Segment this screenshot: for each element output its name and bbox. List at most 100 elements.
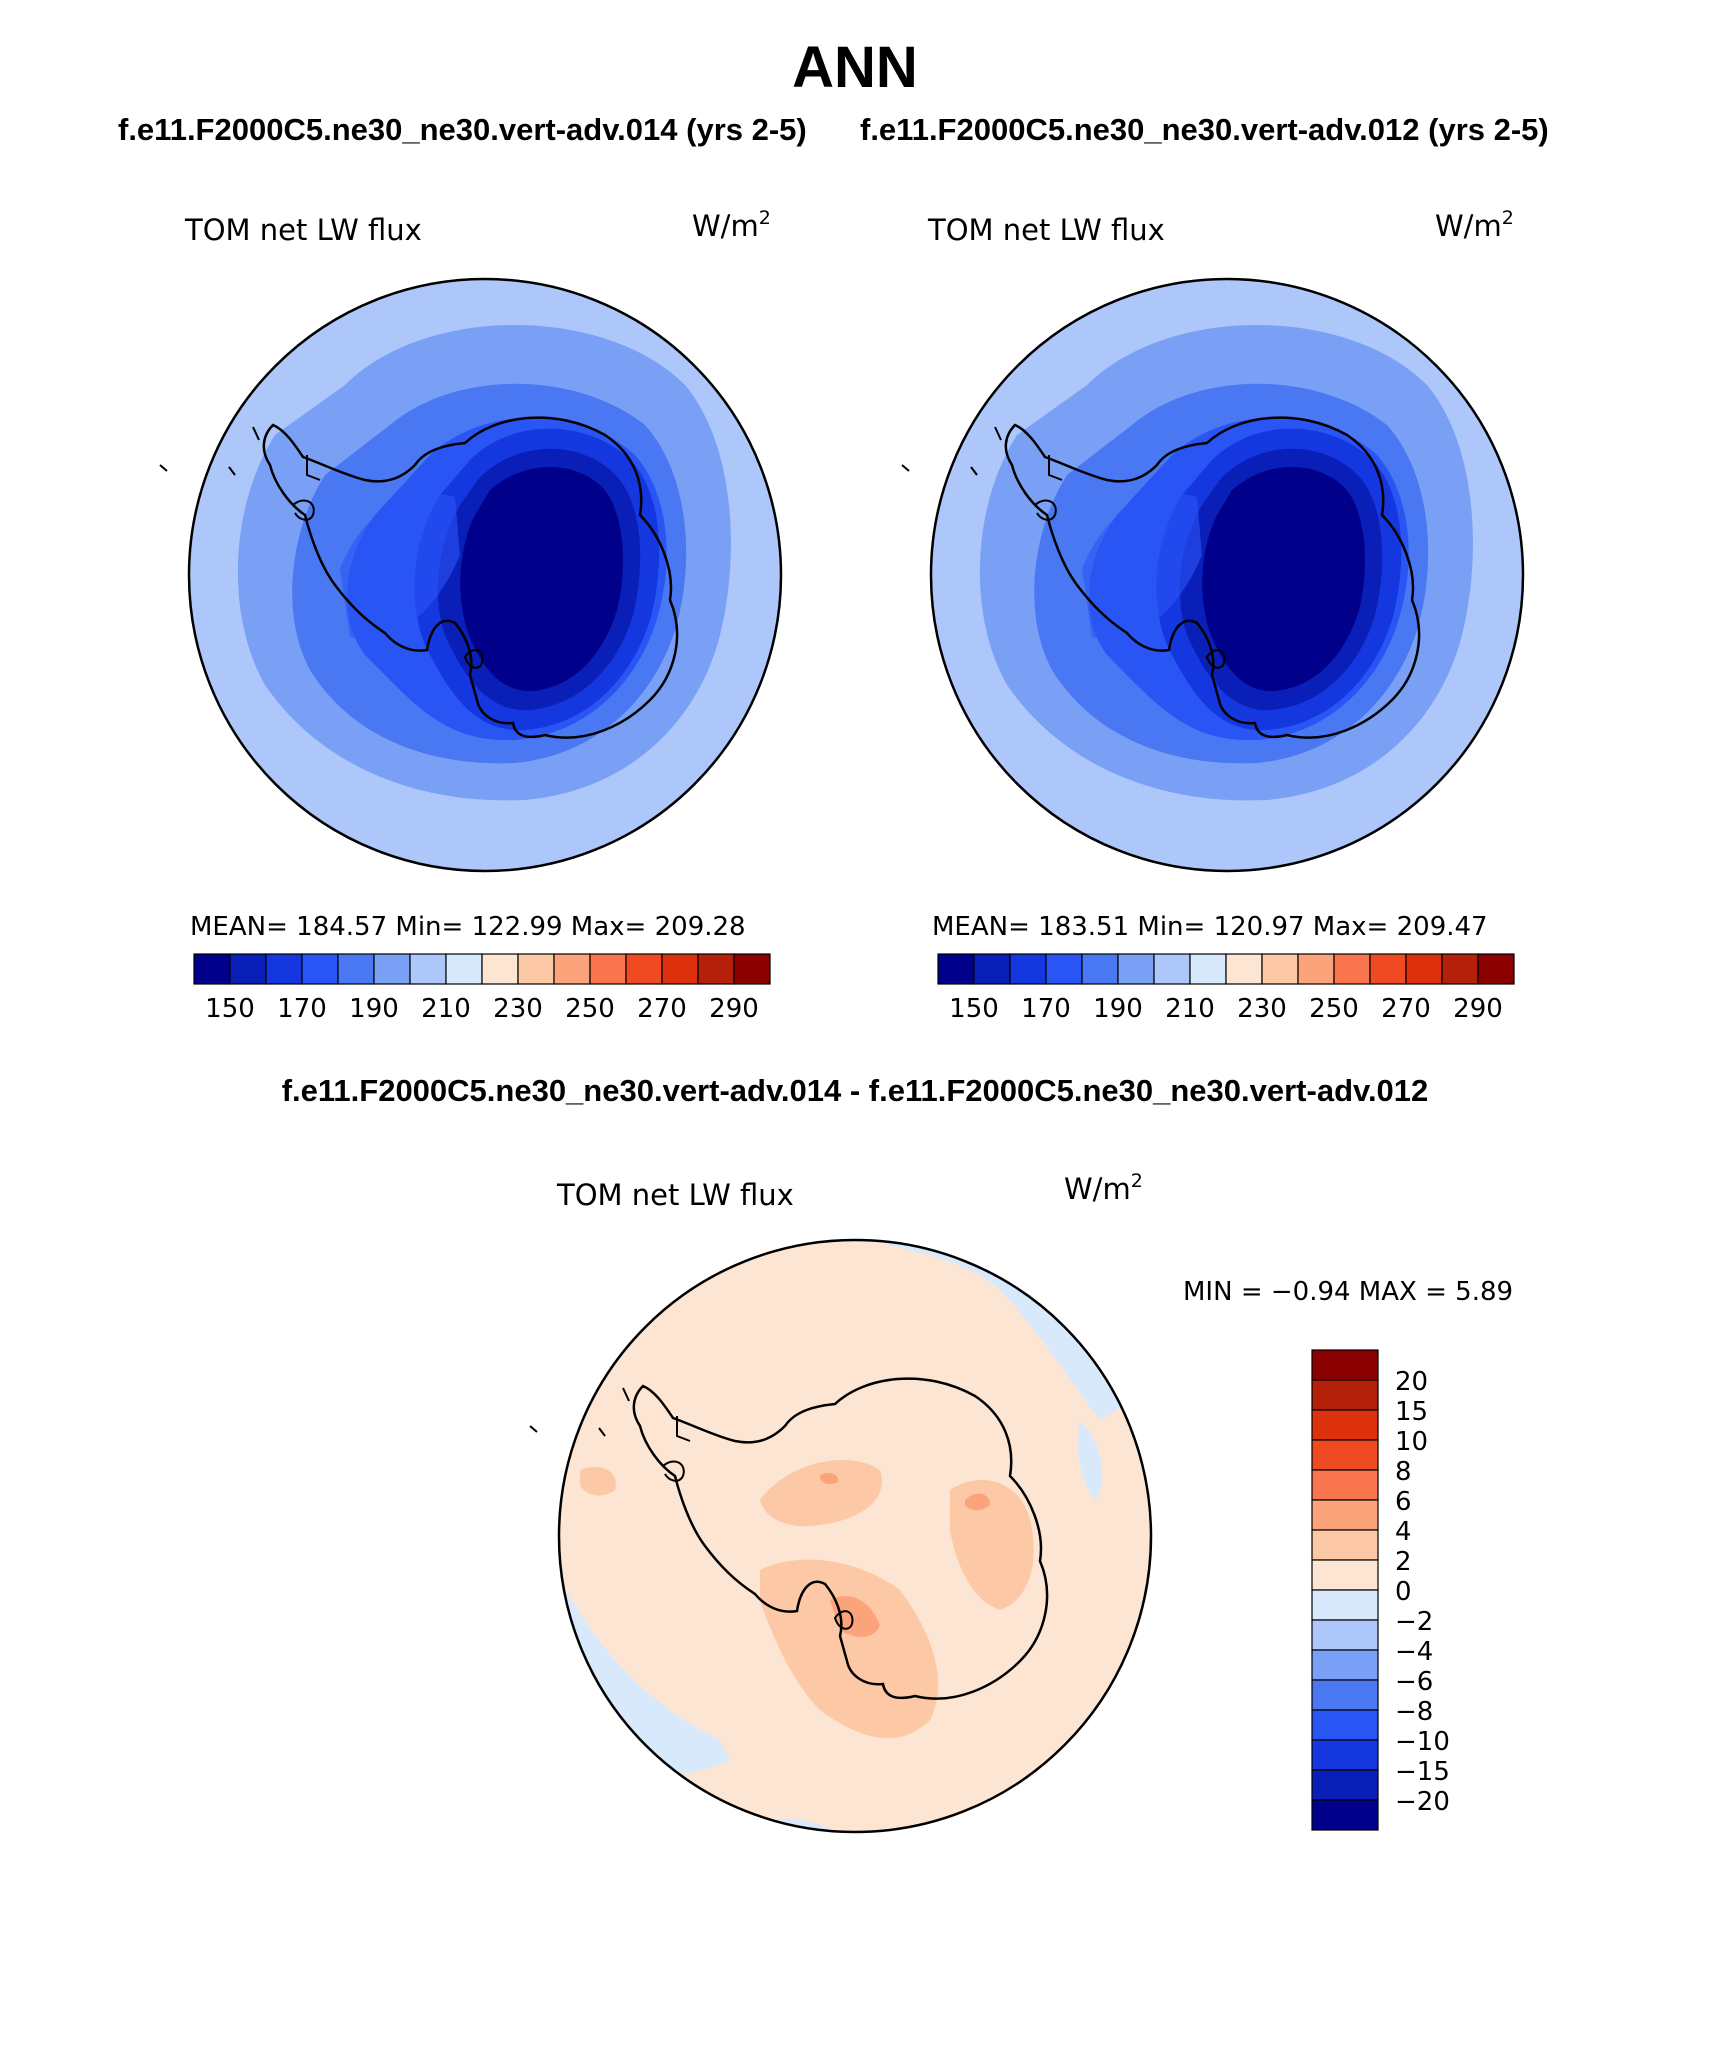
colorbar-diff: [1311, 1349, 1379, 1831]
colorbar-b-tick: 150: [949, 994, 999, 1024]
colorbar-b-tick: 170: [1021, 994, 1071, 1024]
colorbar-swatch: [1405, 953, 1443, 985]
colorbar-a-tick: 270: [637, 994, 687, 1024]
colorbar-diff-tick: −10: [1395, 1727, 1450, 1757]
colorbar-swatch: [1261, 953, 1299, 985]
colorbar-b-tick: 210: [1165, 994, 1215, 1024]
colorbar-diff-tick: −15: [1395, 1757, 1450, 1787]
colorbar-b-tick: 290: [1453, 994, 1503, 1024]
colorbar-swatch: [553, 953, 591, 985]
colorbar-swatch: [973, 953, 1011, 985]
colorbar-swatch: [1081, 953, 1119, 985]
colorbar-swatch: [1369, 953, 1407, 985]
colorbar-diff-tick: 0: [1395, 1577, 1412, 1607]
colorbar-swatch: [481, 953, 519, 985]
colorbar-swatch: [1311, 1559, 1379, 1591]
panel-a-stats: MEAN= 184.57 Min= 122.99 Max= 209.28: [190, 912, 746, 942]
colorbar-swatch: [1441, 953, 1479, 985]
colorbar-swatch: [229, 953, 267, 985]
panel-b-variable: TOM net LW flux: [927, 213, 1165, 247]
colorbar-diff-tick: 2: [1395, 1547, 1412, 1577]
colorbar-swatch: [1311, 1649, 1379, 1681]
colorbar-swatch: [1045, 953, 1083, 985]
map-diff-border: [557, 1238, 1153, 1834]
colorbar-b: [937, 953, 1515, 985]
panel-diff-variable: TOM net LW flux: [556, 1178, 794, 1212]
colorbar-swatch: [1311, 1379, 1379, 1411]
colorbar-swatch: [337, 953, 375, 985]
panel-b-units: W/m2: [1435, 207, 1514, 243]
colorbar-diff-tick: −6: [1395, 1667, 1433, 1697]
colorbar-a-tick: 170: [277, 994, 327, 1024]
colorbar-swatch: [661, 953, 699, 985]
colorbar-diff-tick: −8: [1395, 1697, 1433, 1727]
colorbar-diff-tick: −4: [1395, 1637, 1433, 1667]
diff-title: f.e11.F2000C5.ne30_ne30.vert-adv.014 - f…: [281, 1073, 1429, 1108]
colorbar-swatch: [1311, 1619, 1379, 1651]
colorbar-swatch: [1333, 953, 1371, 985]
figure-title: ANN: [792, 35, 918, 100]
colorbar-swatch: [1311, 1799, 1379, 1831]
colorbar-swatch: [1297, 953, 1335, 985]
map-b-field: [931, 279, 1523, 871]
colorbar-swatch: [589, 953, 627, 985]
colorbar-swatch: [301, 953, 339, 985]
colorbar-swatch: [517, 953, 555, 985]
panel-diff-units: W/m2: [1064, 1170, 1143, 1206]
panel-diff: TOM net LW flux W/m2 MIN = −0.94 MAX = 5…: [529, 1170, 1513, 1834]
colorbar-diff-tick: 10: [1395, 1427, 1428, 1457]
colorbar-diff-tick: 6: [1395, 1487, 1412, 1517]
panel-b: TOM net LW flux W/m2 MEAN= 183.51 Min= 1…: [901, 207, 1525, 1024]
colorbar-swatch: [373, 953, 411, 985]
panel-a-units: W/m2: [692, 207, 771, 243]
colorbar-swatch: [1311, 1439, 1379, 1471]
colorbar-a-tick: 190: [349, 994, 399, 1024]
colorbar-swatch: [1225, 953, 1263, 985]
colorbar-swatch: [1311, 1739, 1379, 1771]
colorbar-swatch: [1311, 1679, 1379, 1711]
colorbar-b-tick: 270: [1381, 994, 1431, 1024]
colorbar-a-tick: 290: [709, 994, 759, 1024]
map-b-border: [929, 277, 1525, 873]
colorbar-swatch: [409, 953, 447, 985]
colorbar-diff-tick: 8: [1395, 1457, 1412, 1487]
colorbar-a-tick: 210: [421, 994, 471, 1024]
colorbar-swatch: [697, 953, 735, 985]
colorbar-b-tick: 190: [1093, 994, 1143, 1024]
colorbar-swatch: [1311, 1709, 1379, 1741]
map-a-border: [187, 277, 783, 873]
colorbar-diff-labels: 20 15 10 8 6 4 2 0 −2 −4 −6 −8 −10 −15 −…: [1395, 1367, 1450, 1817]
colorbar-swatch: [1189, 953, 1227, 985]
colorbar-diff-tick: 20: [1395, 1367, 1428, 1397]
colorbar-swatch: [1311, 1469, 1379, 1501]
colorbar-swatch: [1477, 953, 1515, 985]
colorbar-swatch: [733, 953, 771, 985]
panel-a-variable: TOM net LW flux: [184, 213, 422, 247]
colorbar-swatch: [193, 953, 231, 985]
colorbar-swatch: [445, 953, 483, 985]
colorbar-b-tick: 250: [1309, 994, 1359, 1024]
colorbar-swatch: [1311, 1589, 1379, 1621]
colorbar-swatch: [1117, 953, 1155, 985]
colorbar-swatch: [1311, 1769, 1379, 1801]
colorbar-diff-tick: 4: [1395, 1517, 1412, 1547]
map-a-field: [189, 279, 781, 871]
panel-a: TOM net LW flux W/m2 MEAN= 184.57 Min= 1…: [159, 207, 783, 1024]
colorbar-diff-tick: −2: [1395, 1607, 1433, 1637]
colorbar-b-tick: 230: [1237, 994, 1287, 1024]
colorbar-diff-tick: 15: [1395, 1397, 1428, 1427]
colorbar-swatch: [265, 953, 303, 985]
colorbar-swatch: [1153, 953, 1191, 985]
colorbar-a-tick: 250: [565, 994, 615, 1024]
panel-b-stats: MEAN= 183.51 Min= 120.97 Max= 209.47: [932, 912, 1488, 942]
map-diff-field: [559, 1240, 1151, 1832]
colorbar-a: [193, 953, 771, 985]
colorbar-a-tick: 150: [205, 994, 255, 1024]
panel-diff-stats: MIN = −0.94 MAX = 5.89: [1183, 1277, 1513, 1307]
colorbar-swatch: [1009, 953, 1047, 985]
colorbar-a-tick: 230: [493, 994, 543, 1024]
colorbar-swatch: [625, 953, 663, 985]
colorbar-b-labels: 150 170 190 210 230 250 270 290: [949, 994, 1503, 1024]
